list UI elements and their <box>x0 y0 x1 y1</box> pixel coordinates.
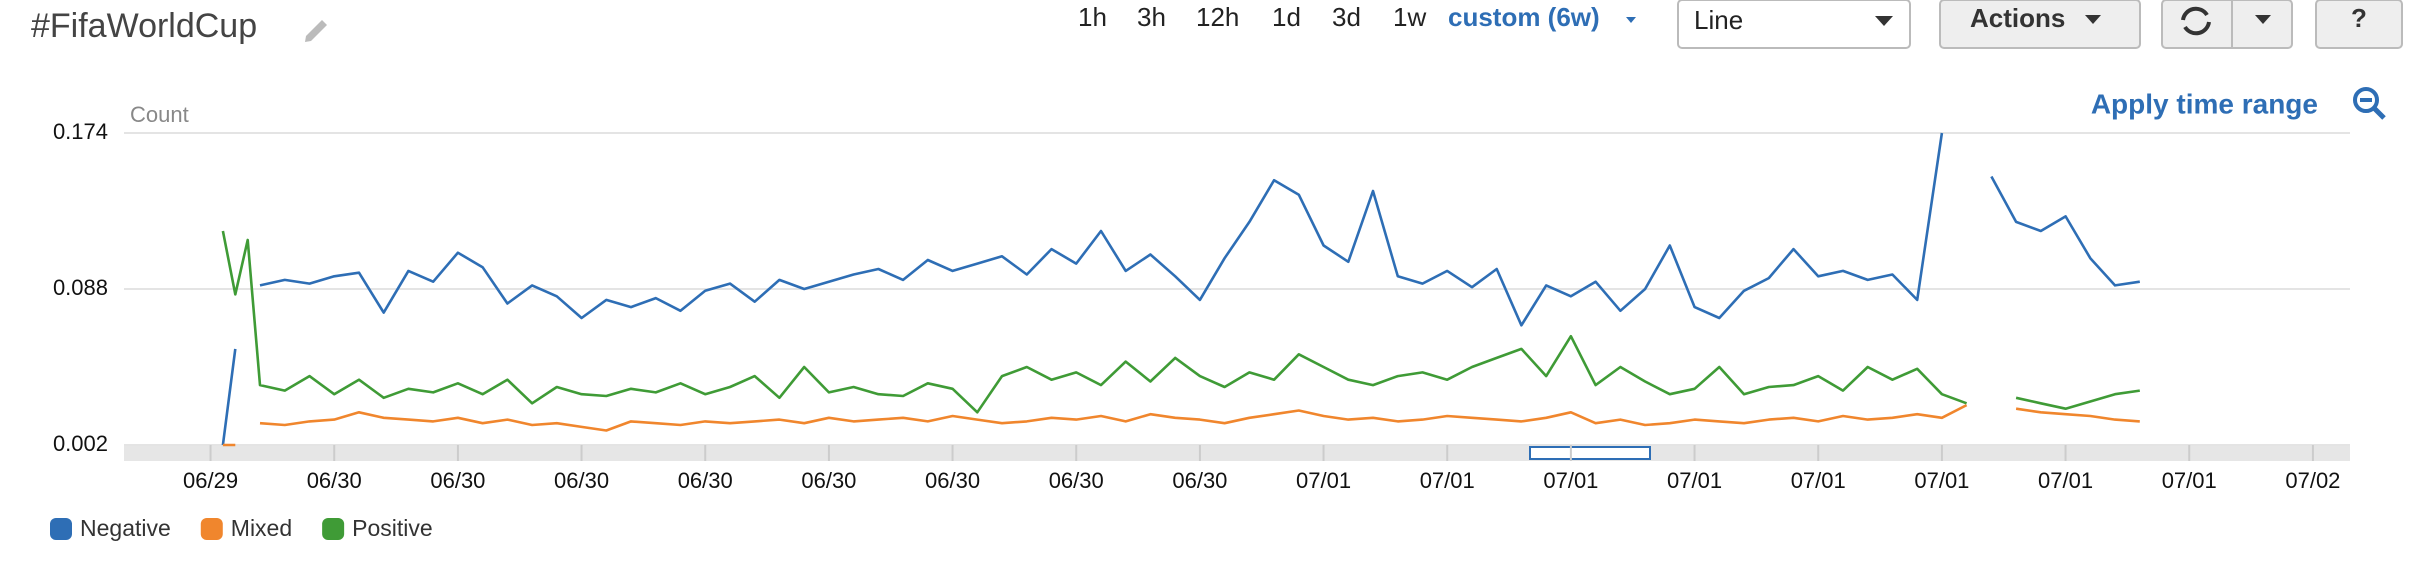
help-button[interactable] <box>2315 0 2403 49</box>
legend-label[interactable]: Positive <box>352 515 433 541</box>
caret <box>1875 16 1893 26</box>
help-label: ? <box>2351 3 2367 33</box>
x-tick-label: 06/30 <box>1049 468 1104 493</box>
view-select-label: Line <box>1694 5 1743 35</box>
refresh-icon <box>2181 6 2211 36</box>
x-tick-label: 06/30 <box>307 468 362 493</box>
legend-label[interactable]: Mixed <box>231 515 292 541</box>
x-tick-label: 07/01 <box>2038 468 2093 493</box>
scroll-band <box>124 445 2350 461</box>
x-tick-label: 07/01 <box>1543 468 1598 493</box>
edit-icon[interactable] <box>305 20 327 42</box>
legend-swatch <box>50 518 72 540</box>
zoom-out-icon[interactable] <box>2353 87 2379 113</box>
x-tick-label: 06/30 <box>430 468 485 493</box>
series-line <box>221 230 2140 414</box>
legend-swatch <box>322 518 345 540</box>
x-tick-label: 06/30 <box>554 468 609 493</box>
time-range-option[interactable]: 3d <box>1332 2 1361 32</box>
scroll-selector[interactable] <box>1529 446 1651 460</box>
actions-button[interactable] <box>1939 0 2141 49</box>
x-tick-label: 06/29 <box>183 468 238 493</box>
series-line <box>221 132 2140 446</box>
time-range-option[interactable]: 1h <box>1078 2 1107 32</box>
y-tick-label: 0.002 <box>53 431 108 456</box>
caret <box>1626 17 1636 23</box>
widget-title: #FifaWorldCup <box>31 7 257 45</box>
x-tick-label: 07/01 <box>1914 468 1969 493</box>
x-tick-label: 07/01 <box>1420 468 1475 493</box>
time-range-option[interactable]: 1d <box>1272 2 1301 32</box>
caret <box>2255 15 2271 24</box>
x-tick-label: 07/01 <box>1791 468 1846 493</box>
custom-range[interactable]: custom (6w) <box>1448 2 1600 32</box>
x-tick-label: 06/30 <box>801 468 856 493</box>
series-line <box>222 403 2140 447</box>
time-range-option[interactable]: 12h <box>1196 2 1239 32</box>
legend-label[interactable]: Negative <box>80 515 171 541</box>
legend-swatch <box>200 518 223 540</box>
y-axis-label: Count <box>130 102 189 127</box>
refresh-button[interactable] <box>2161 0 2293 49</box>
x-tick-label: 06/30 <box>678 468 733 493</box>
x-tick-label: 06/30 <box>925 468 980 493</box>
zoom-handle <box>2372 106 2386 120</box>
y-tick-label: 0.088 <box>53 275 108 300</box>
x-tick-label: 07/01 <box>1667 468 1722 493</box>
x-tick-label: 07/02 <box>2285 468 2340 493</box>
apply-time-range[interactable]: Apply time range <box>2091 88 2318 119</box>
time-range-option[interactable]: 1w <box>1393 2 1426 32</box>
time-range-option[interactable]: 3h <box>1137 2 1166 32</box>
x-tick-label: 07/01 <box>1296 468 1351 493</box>
y-tick-label: 0.174 <box>53 119 108 144</box>
actions-label: Actions <box>1970 3 2065 33</box>
x-tick-label: 06/30 <box>1172 468 1227 493</box>
x-tick-label: 07/01 <box>2162 468 2217 493</box>
caret <box>2085 15 2101 24</box>
view-select[interactable] <box>1677 0 1911 49</box>
